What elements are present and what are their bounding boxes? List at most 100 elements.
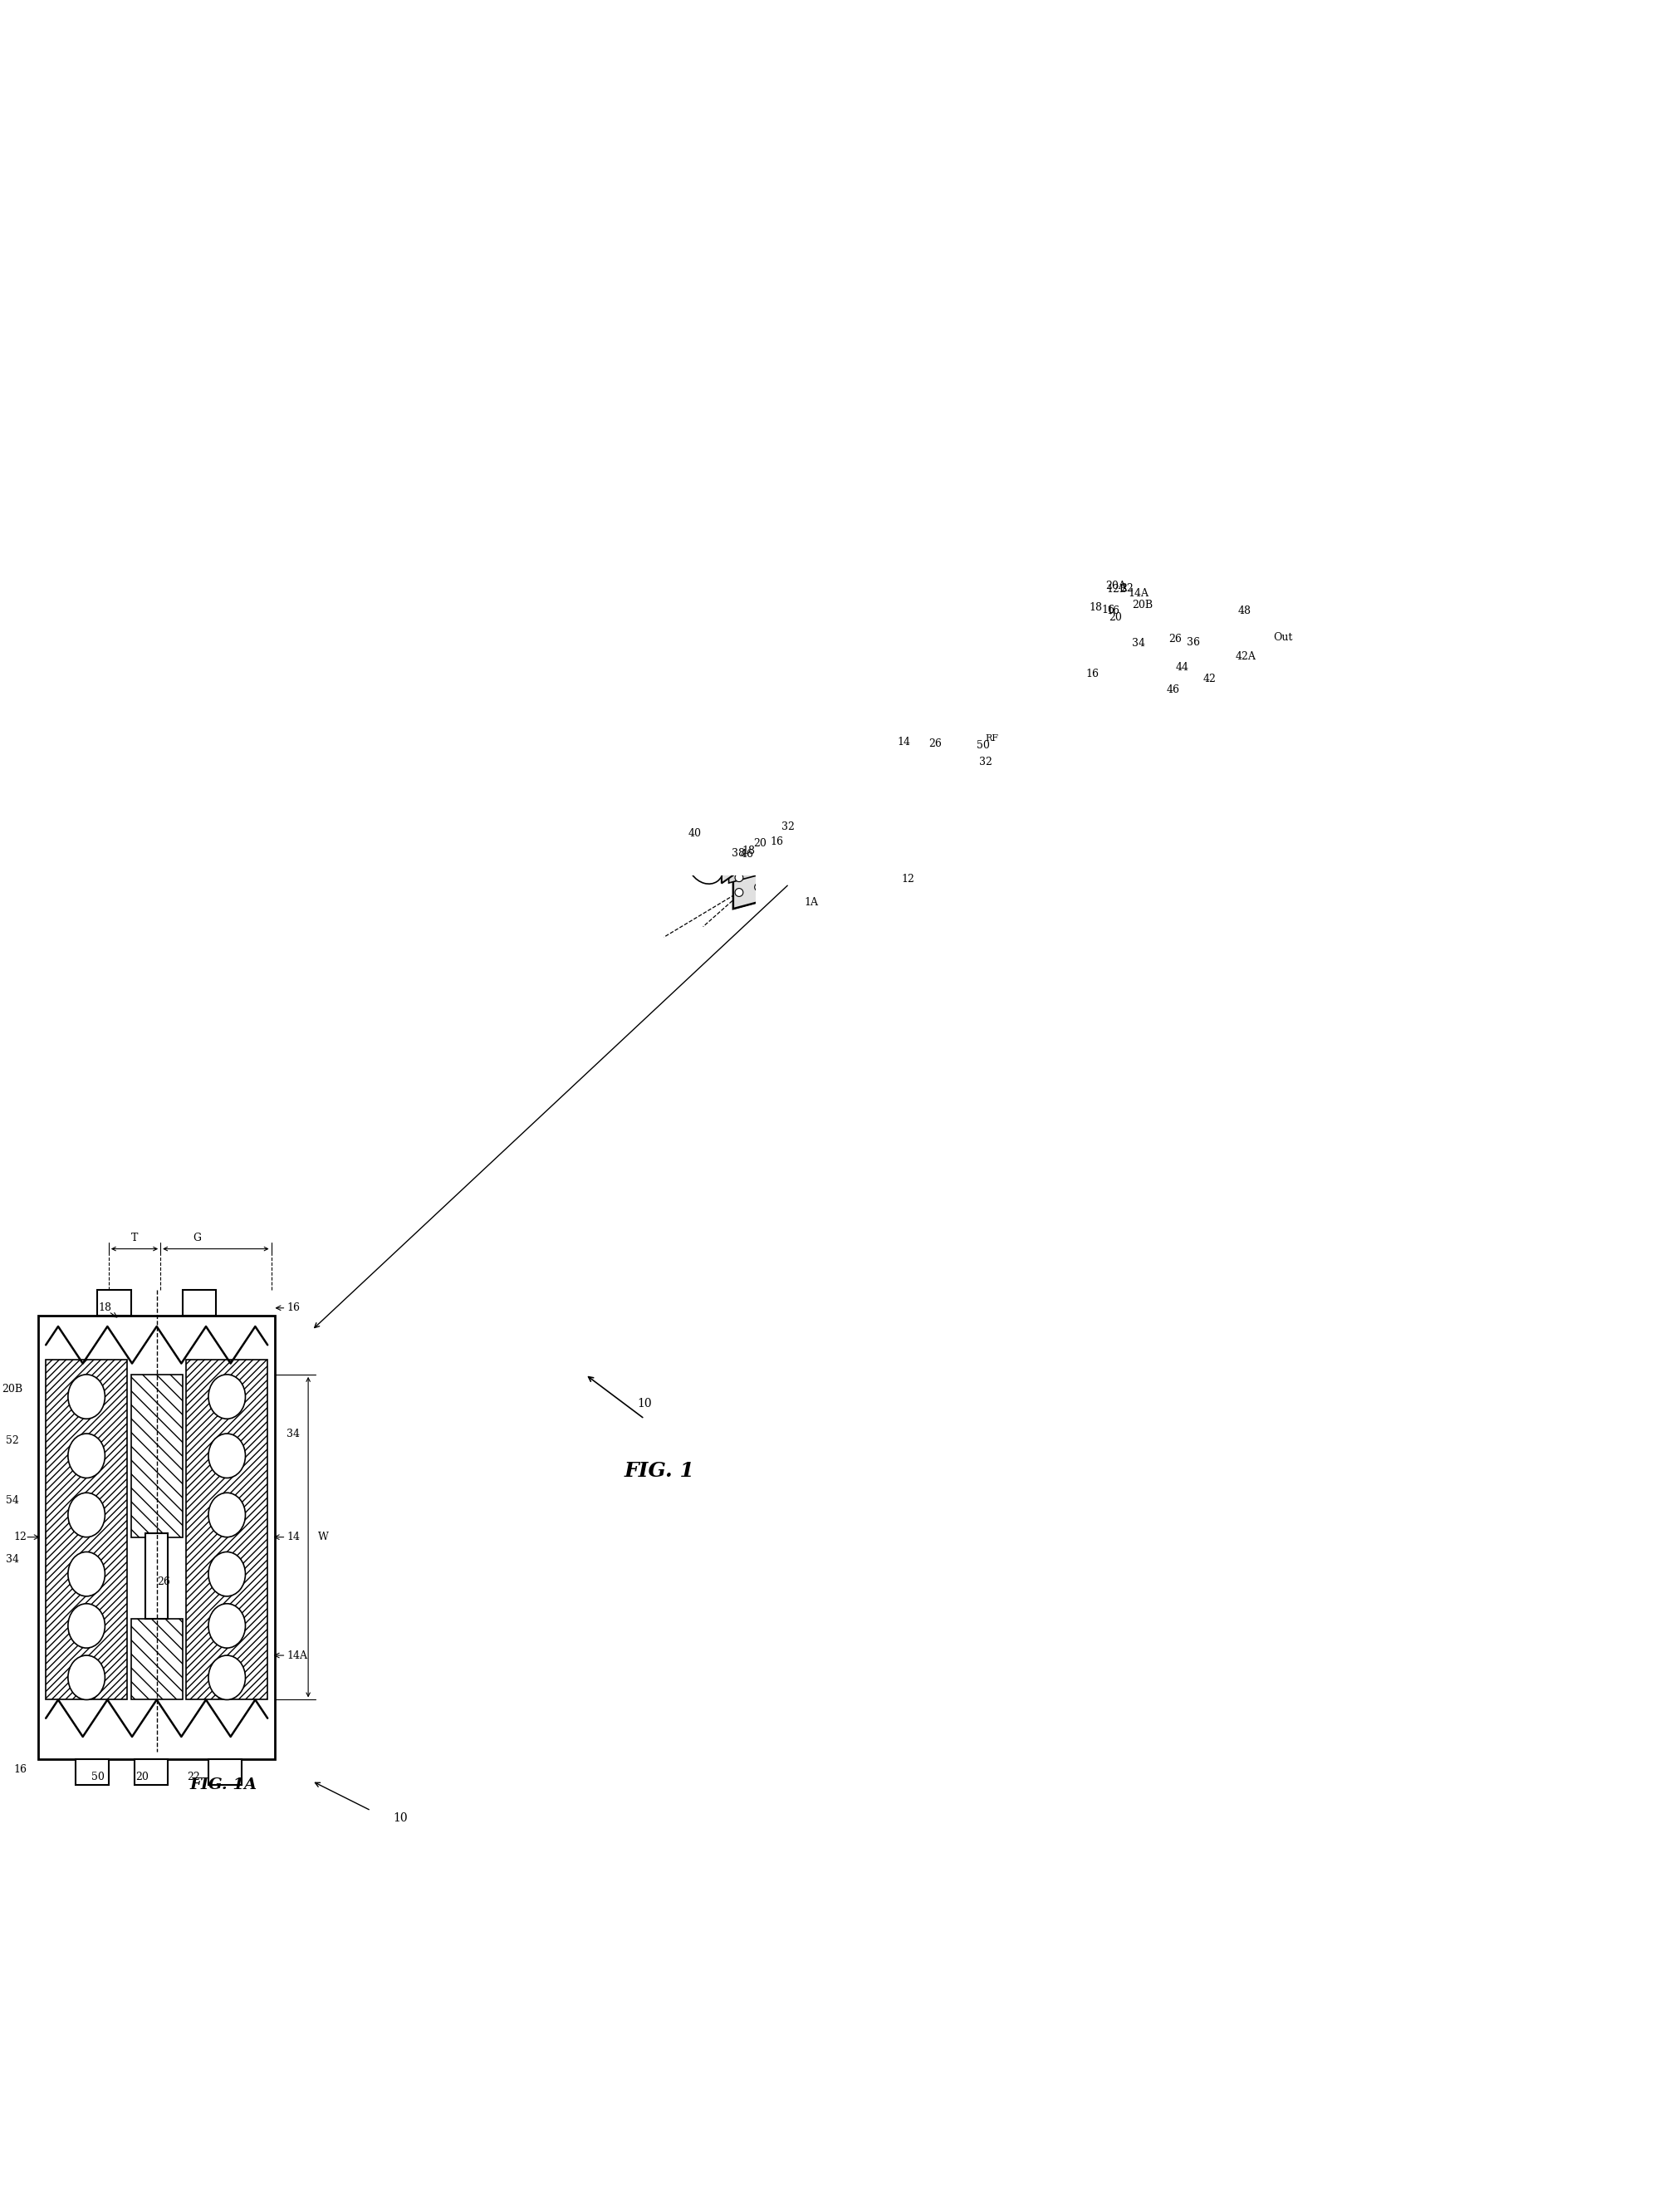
Text: T: T bbox=[131, 1232, 138, 1243]
Polygon shape bbox=[1203, 610, 1263, 666]
Text: 16: 16 bbox=[13, 1764, 27, 1775]
Text: G: G bbox=[193, 1232, 202, 1243]
Text: 46: 46 bbox=[1166, 683, 1179, 694]
Text: 1A: 1A bbox=[803, 898, 818, 909]
Circle shape bbox=[949, 758, 953, 763]
Text: 34: 34 bbox=[7, 1554, 18, 1565]
Text: W: W bbox=[318, 1532, 328, 1543]
Polygon shape bbox=[1082, 646, 1196, 668]
Ellipse shape bbox=[67, 1492, 104, 1537]
Text: 14: 14 bbox=[897, 736, 911, 747]
Ellipse shape bbox=[67, 1552, 104, 1596]
Text: 34: 34 bbox=[1131, 637, 1144, 648]
Polygon shape bbox=[685, 816, 754, 849]
Text: RF: RF bbox=[984, 734, 998, 743]
Text: 12B: 12B bbox=[1105, 584, 1127, 595]
Circle shape bbox=[1105, 619, 1114, 626]
Circle shape bbox=[996, 723, 1028, 754]
Text: 16: 16 bbox=[1105, 606, 1119, 617]
Ellipse shape bbox=[208, 1552, 245, 1596]
Circle shape bbox=[1095, 621, 1104, 630]
Polygon shape bbox=[719, 816, 754, 869]
Text: 52: 52 bbox=[7, 1435, 18, 1446]
Circle shape bbox=[954, 756, 959, 761]
Circle shape bbox=[1099, 643, 1107, 650]
Circle shape bbox=[754, 869, 763, 876]
Circle shape bbox=[754, 882, 763, 891]
Text: 18: 18 bbox=[1089, 604, 1102, 612]
Bar bbox=[134, 1760, 168, 1784]
Bar bbox=[131, 1618, 183, 1700]
Text: 16: 16 bbox=[1085, 668, 1099, 679]
Circle shape bbox=[1105, 641, 1114, 648]
Ellipse shape bbox=[67, 1603, 104, 1647]
Text: 40: 40 bbox=[687, 827, 701, 838]
Polygon shape bbox=[721, 816, 754, 884]
Circle shape bbox=[1095, 643, 1104, 652]
Circle shape bbox=[1077, 648, 1085, 657]
Text: Out: Out bbox=[1272, 632, 1292, 643]
Text: 20B: 20B bbox=[2, 1384, 24, 1395]
Circle shape bbox=[979, 741, 983, 745]
Text: 26: 26 bbox=[1168, 635, 1181, 646]
Text: 12: 12 bbox=[900, 873, 914, 884]
Polygon shape bbox=[729, 865, 764, 882]
Polygon shape bbox=[732, 865, 764, 909]
Text: FIG. 1: FIG. 1 bbox=[623, 1461, 694, 1481]
Polygon shape bbox=[1174, 654, 1263, 672]
Text: 50: 50 bbox=[91, 1771, 104, 1782]
Text: 12: 12 bbox=[13, 1532, 27, 1543]
Text: 36: 36 bbox=[1186, 637, 1200, 648]
Circle shape bbox=[1099, 628, 1107, 637]
Ellipse shape bbox=[208, 1603, 245, 1647]
Text: 20B: 20B bbox=[1131, 599, 1152, 610]
Bar bbox=[131, 1375, 183, 1537]
Text: 16: 16 bbox=[287, 1302, 301, 1313]
Text: 10: 10 bbox=[393, 1813, 408, 1824]
Text: 18: 18 bbox=[97, 1302, 111, 1313]
Text: 26: 26 bbox=[158, 1576, 171, 1587]
Polygon shape bbox=[1174, 626, 1203, 672]
Text: 22: 22 bbox=[186, 1771, 200, 1782]
Circle shape bbox=[1225, 639, 1240, 654]
Bar bbox=[183, 1289, 215, 1316]
Text: 14: 14 bbox=[287, 1532, 301, 1543]
Circle shape bbox=[1077, 635, 1085, 641]
Ellipse shape bbox=[687, 845, 722, 884]
Text: 22: 22 bbox=[1121, 584, 1134, 595]
Ellipse shape bbox=[67, 1656, 104, 1700]
Polygon shape bbox=[1082, 604, 1126, 668]
Text: 14A: 14A bbox=[287, 1649, 307, 1660]
Text: 14A: 14A bbox=[1127, 588, 1149, 599]
Polygon shape bbox=[1075, 624, 1107, 668]
Bar bbox=[76, 1760, 109, 1784]
Text: 42: 42 bbox=[1201, 674, 1215, 683]
Circle shape bbox=[973, 745, 978, 750]
Text: 16: 16 bbox=[769, 836, 783, 847]
Text: 20A: 20A bbox=[1105, 581, 1126, 593]
Bar bbox=[186, 1360, 267, 1700]
Circle shape bbox=[1085, 624, 1094, 632]
Polygon shape bbox=[1074, 615, 1109, 670]
Polygon shape bbox=[1235, 610, 1263, 661]
Circle shape bbox=[734, 873, 743, 882]
Circle shape bbox=[734, 889, 743, 895]
Ellipse shape bbox=[208, 1492, 245, 1537]
Circle shape bbox=[1105, 619, 1114, 626]
Polygon shape bbox=[764, 624, 1107, 900]
Text: 46: 46 bbox=[741, 849, 754, 860]
Bar bbox=[39, 1316, 276, 1760]
Text: 10: 10 bbox=[637, 1397, 652, 1411]
Ellipse shape bbox=[208, 1375, 245, 1419]
Text: 44: 44 bbox=[1174, 661, 1188, 672]
Bar bbox=[45, 1360, 128, 1700]
Text: 54: 54 bbox=[7, 1495, 18, 1506]
Text: 38: 38 bbox=[731, 849, 744, 858]
Bar bbox=[97, 1289, 131, 1316]
Ellipse shape bbox=[208, 1656, 245, 1700]
Text: 34: 34 bbox=[287, 1428, 301, 1439]
Polygon shape bbox=[731, 845, 751, 876]
Text: 16: 16 bbox=[1100, 604, 1114, 615]
Circle shape bbox=[1085, 646, 1094, 654]
Bar bbox=[208, 1760, 242, 1784]
